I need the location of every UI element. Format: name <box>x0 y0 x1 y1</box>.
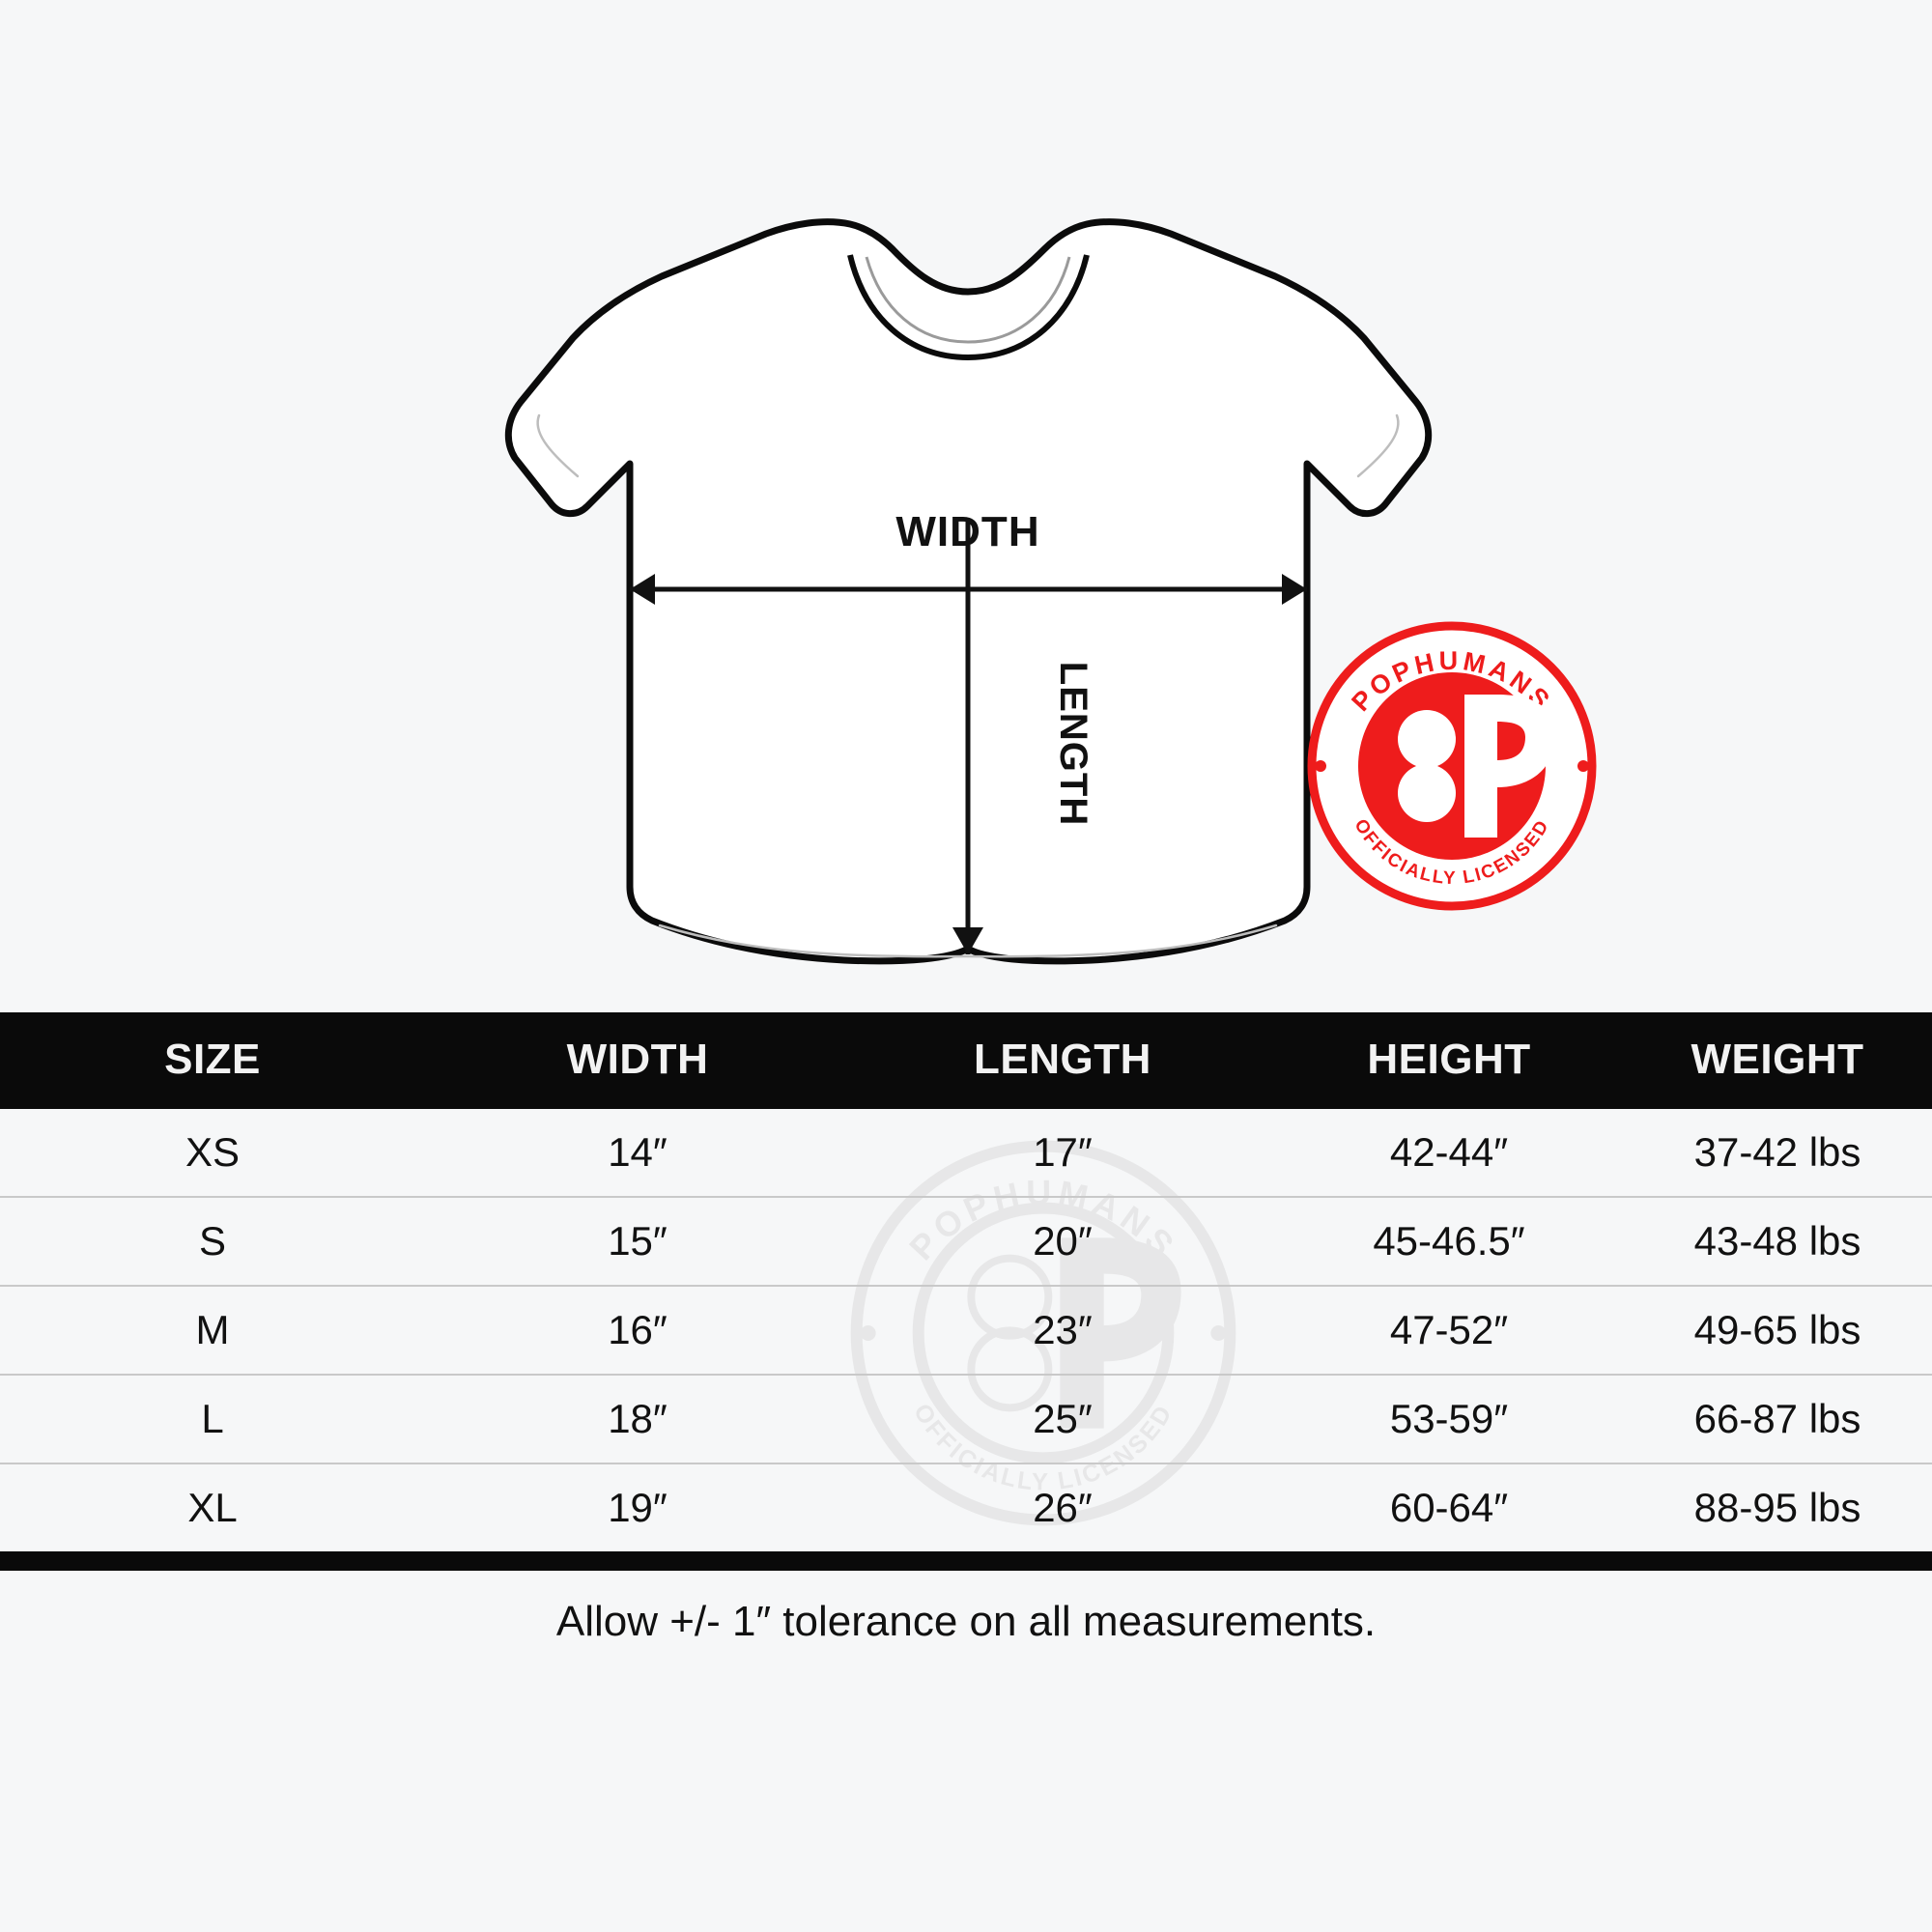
svg-text:LENGTH: LENGTH <box>1052 662 1094 826</box>
svg-text:WIDTH: WIDTH <box>895 508 1039 555</box>
